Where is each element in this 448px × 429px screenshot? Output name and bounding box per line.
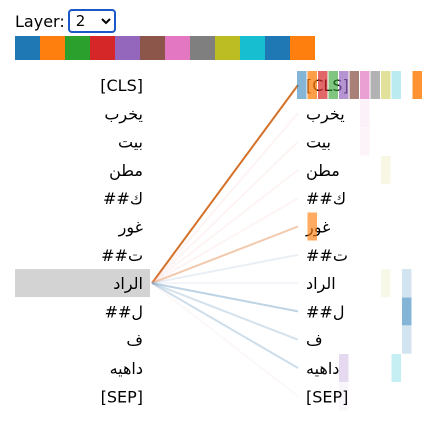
head-swatch-6[interactable]	[165, 36, 190, 60]
right-token-3[interactable]: مطن	[306, 161, 340, 181]
head-cell-9	[391, 71, 401, 99]
head-cell-5	[349, 71, 359, 99]
left-token-7[interactable]: الراد	[113, 274, 143, 294]
head-cell-4	[339, 71, 349, 99]
left-token-4[interactable]: ##ك	[103, 189, 143, 208]
left-token-1[interactable]: يخرب	[104, 104, 143, 124]
head-swatch-8[interactable]	[215, 36, 240, 60]
attention-head-cells	[297, 71, 422, 411]
left-token-9[interactable]: ف	[126, 331, 143, 350]
head-cell-18	[402, 325, 412, 354]
layer-control: Layer: 2	[15, 9, 116, 33]
head-color-palette	[15, 36, 315, 60]
right-token-1[interactable]: يخرب	[306, 104, 345, 124]
layer-label: Layer:	[15, 11, 65, 31]
head-swatch-9[interactable]	[240, 36, 265, 60]
attention-line-8	[151, 282, 299, 313]
attention-line-9	[151, 282, 299, 341]
head-swatch-5[interactable]	[140, 36, 165, 60]
head-swatch-1[interactable]	[40, 36, 65, 60]
attention-lines	[151, 84, 299, 398]
right-token-2[interactable]: بيت	[306, 133, 331, 152]
head-cell-14	[307, 212, 317, 241]
head-swatch-7[interactable]	[190, 36, 215, 60]
left-token-11[interactable]: [SEP]	[101, 387, 143, 406]
head-cell-7	[370, 71, 380, 99]
left-token-2[interactable]: بيت	[118, 133, 143, 152]
attention-line-11	[151, 282, 299, 398]
left-token-0[interactable]: [CLS]	[100, 76, 143, 95]
head-swatch-2[interactable]	[65, 36, 90, 60]
head-cell-21	[339, 382, 349, 411]
right-token-10[interactable]: داهيه	[306, 359, 339, 378]
head-cell-3	[328, 71, 338, 99]
left-token-6[interactable]: ##ت	[101, 246, 143, 265]
head-cell-2	[318, 71, 328, 99]
head-swatch-4[interactable]	[115, 36, 140, 60]
attention-line-5	[151, 225, 299, 285]
head-cell-17	[402, 297, 412, 326]
right-token-6[interactable]: ##ت	[306, 246, 348, 265]
head-cell-11	[360, 99, 370, 128]
left-token-5[interactable]: غور	[118, 218, 143, 238]
head-cell-1	[307, 71, 317, 99]
selected-token-highlight	[15, 269, 150, 298]
attention-line-3	[151, 169, 299, 284]
head-cell-20	[391, 354, 401, 382]
head-cell-13	[381, 155, 391, 184]
right-token-8[interactable]: ##ل	[306, 302, 344, 321]
attention-line-1	[151, 112, 299, 284]
right-token-9[interactable]: ف	[306, 331, 323, 350]
left-token-8[interactable]: ##ل	[105, 302, 143, 321]
head-cell-19	[339, 354, 349, 382]
head-cell-16	[402, 269, 412, 298]
attention-line-10	[151, 282, 299, 369]
head-cell-6	[360, 71, 370, 99]
head-cell-10	[412, 71, 422, 99]
head-swatch-10[interactable]	[265, 36, 290, 60]
left-token-3[interactable]: مطن	[109, 161, 143, 181]
left-token-10[interactable]: داهيه	[110, 359, 143, 378]
head-swatch-0[interactable]	[15, 36, 40, 60]
head-cell-15	[381, 269, 391, 298]
right-token-11[interactable]: [SEP]	[306, 387, 348, 406]
head-swatch-11[interactable]	[290, 36, 315, 60]
head-cell-0	[297, 71, 307, 99]
attention-line-4	[151, 197, 299, 284]
right-token-4[interactable]: ##ك	[306, 189, 346, 208]
attention-line-2	[151, 140, 299, 284]
head-cell-8	[381, 71, 391, 99]
head-cell-12	[360, 127, 370, 156]
attention-line-6	[151, 253, 299, 285]
head-swatch-3[interactable]	[90, 36, 115, 60]
layer-select[interactable]: 2	[67, 9, 116, 33]
right-token-7[interactable]: الراد	[306, 274, 336, 294]
left-token-column: [CLS] يخرب بيت مطن ##ك غور ##ت الراد ##ل ف داهيه [S…	[15, 76, 150, 406]
attention-line-0	[151, 84, 299, 284]
